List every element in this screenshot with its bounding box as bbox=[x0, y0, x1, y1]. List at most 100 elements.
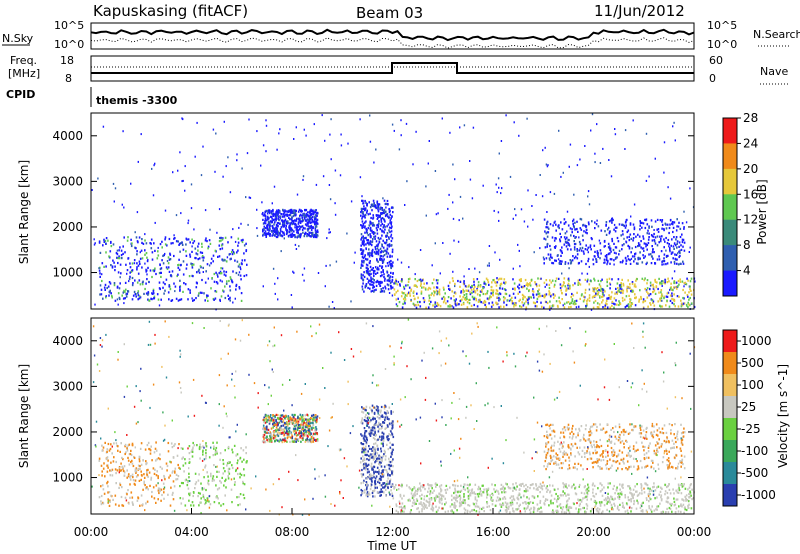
echo-cell bbox=[379, 484, 382, 487]
echo-cell bbox=[190, 504, 192, 507]
echo-cell bbox=[453, 299, 456, 302]
echo-cell bbox=[672, 125, 674, 128]
echo-cell bbox=[132, 294, 135, 297]
echo-cell bbox=[129, 271, 131, 274]
echo-cell bbox=[386, 436, 388, 439]
echo-cell bbox=[454, 303, 457, 306]
echo-cell bbox=[594, 299, 597, 303]
echo-cell bbox=[566, 210, 569, 213]
echo-cell bbox=[597, 252, 600, 255]
echo-cell bbox=[276, 439, 279, 442]
echo-cell bbox=[409, 294, 411, 297]
echo-cell bbox=[634, 283, 636, 286]
echo-cell bbox=[609, 306, 612, 309]
echo-cell bbox=[264, 431, 266, 434]
echo-cell bbox=[375, 433, 377, 437]
echo-cell bbox=[98, 269, 101, 272]
power-colorbar-label: Power [dB] bbox=[755, 179, 769, 244]
echo-cell bbox=[659, 219, 662, 222]
echo-cell bbox=[370, 485, 372, 488]
echo-cell bbox=[168, 237, 171, 241]
echo-cell bbox=[179, 264, 182, 267]
echo-cell bbox=[605, 499, 608, 502]
echo-cell bbox=[150, 247, 153, 250]
station-title: Kapuskasing (fitACF) bbox=[93, 2, 248, 20]
echo-cell bbox=[376, 271, 379, 274]
echo-cell bbox=[622, 233, 624, 236]
echo-cell bbox=[375, 288, 377, 291]
freq-strip: Freq. [MHz] 18 8 60 0 Nave bbox=[8, 54, 790, 85]
echo-cell bbox=[177, 266, 180, 269]
echo-cell bbox=[316, 214, 318, 217]
echo-cell bbox=[155, 441, 157, 444]
echo-cell bbox=[243, 468, 245, 471]
echo-cell bbox=[559, 240, 562, 243]
echo-cell bbox=[658, 277, 660, 280]
echo-cell bbox=[583, 299, 586, 302]
echo-cell bbox=[659, 297, 661, 300]
echo-cell bbox=[499, 292, 502, 296]
echo-cell bbox=[361, 225, 363, 228]
echo-cell bbox=[273, 218, 275, 221]
echo-cell bbox=[270, 432, 272, 435]
echo-cell bbox=[218, 470, 220, 473]
echo-cell bbox=[596, 252, 599, 255]
echo-cell bbox=[365, 284, 368, 288]
echo-cell bbox=[302, 418, 305, 421]
echo-cell bbox=[289, 223, 292, 226]
echo-cell bbox=[138, 297, 141, 300]
echo-cell bbox=[460, 303, 463, 306]
echo-cell bbox=[100, 464, 103, 467]
echo-cell bbox=[366, 241, 369, 245]
freq-series bbox=[91, 62, 694, 74]
echo-cell bbox=[435, 289, 438, 292]
echo-cell bbox=[391, 453, 393, 456]
echo-cell bbox=[207, 475, 209, 478]
echo-cell bbox=[209, 242, 212, 245]
echo-cell bbox=[287, 221, 289, 225]
echo-cell bbox=[382, 287, 384, 290]
echo-cell bbox=[288, 422, 291, 425]
echo-cell bbox=[382, 415, 384, 418]
echo-cell bbox=[391, 420, 393, 423]
echo-cell bbox=[372, 199, 375, 202]
echo-cell bbox=[377, 430, 380, 433]
echo-cell bbox=[208, 456, 211, 459]
echo-cell bbox=[673, 281, 675, 285]
echo-cell bbox=[300, 225, 303, 228]
echo-cell bbox=[663, 171, 665, 174]
echo-cell bbox=[182, 464, 185, 467]
echo-cell bbox=[142, 280, 144, 283]
echo-cell bbox=[114, 187, 117, 190]
echo-cell bbox=[551, 236, 554, 239]
echo-cell bbox=[312, 220, 314, 223]
echo-cell bbox=[210, 257, 213, 260]
echo-cell bbox=[362, 236, 365, 240]
echo-cell bbox=[659, 239, 662, 242]
echo-cell bbox=[609, 252, 611, 255]
echo-cell bbox=[373, 290, 375, 293]
echo-cell bbox=[151, 292, 154, 295]
echo-cell bbox=[262, 144, 265, 147]
echo-cell bbox=[509, 496, 512, 500]
echo-cell bbox=[573, 240, 575, 243]
echo-cell bbox=[420, 282, 422, 285]
echo-cell bbox=[310, 441, 313, 444]
echo-cell bbox=[198, 473, 200, 476]
echo-cell bbox=[301, 273, 304, 276]
echo-cell bbox=[487, 298, 490, 301]
echo-cell bbox=[432, 304, 434, 307]
echo-cell bbox=[681, 304, 684, 307]
echo-cell bbox=[674, 253, 676, 256]
echo-cell bbox=[531, 205, 533, 207]
echo-cell bbox=[620, 283, 622, 287]
echo-cell bbox=[222, 472, 224, 475]
echo-cell bbox=[494, 251, 496, 254]
echo-cell bbox=[580, 260, 583, 263]
echo-cell bbox=[649, 302, 651, 305]
echo-cell bbox=[276, 209, 278, 212]
echo-cell bbox=[290, 216, 293, 219]
echo-cell bbox=[273, 185, 276, 188]
echo-cell bbox=[309, 422, 311, 425]
echo-cell bbox=[669, 197, 672, 200]
